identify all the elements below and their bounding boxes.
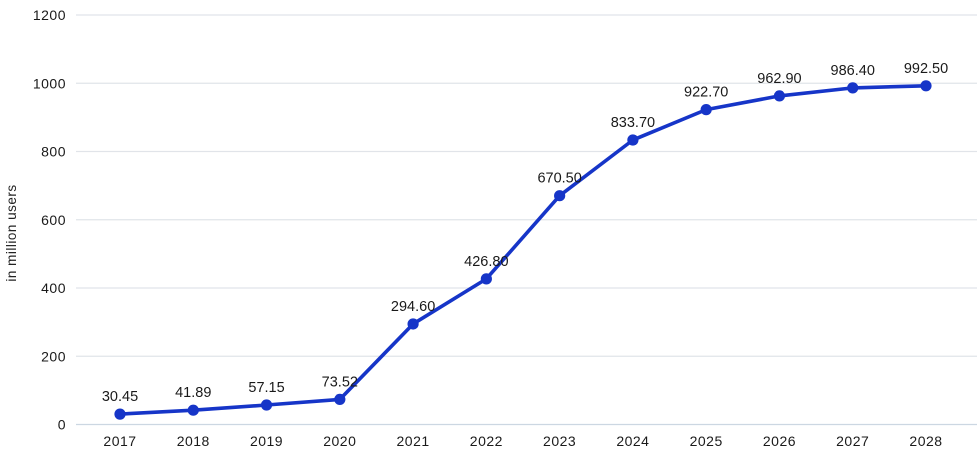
value-label: 986.40	[831, 63, 875, 79]
value-label: 992.50	[904, 61, 948, 77]
x-tick-label: 2027	[836, 433, 869, 449]
data-point	[700, 104, 712, 116]
grid-lines	[76, 14, 977, 426]
x-tick-label: 2018	[177, 433, 210, 449]
value-label: 922.70	[684, 85, 728, 101]
value-label: 30.45	[102, 389, 138, 405]
x-tick-label: 2017	[103, 433, 136, 449]
y-tick-label: 600	[41, 212, 66, 228]
series-line	[118, 84, 928, 416]
y-tick-label: 800	[41, 144, 66, 160]
x-tick-label: 2021	[397, 433, 430, 449]
value-label: 962.90	[757, 71, 801, 87]
data-point	[847, 82, 859, 94]
y-tick-label: 200	[41, 348, 66, 364]
y-tick-label: 1200	[33, 7, 66, 23]
y-tick-label: 400	[41, 280, 66, 296]
data-point	[920, 80, 932, 92]
x-tick-label: 2025	[690, 433, 723, 449]
y-tick-label: 1000	[33, 75, 66, 91]
x-tick-label: 2020	[323, 433, 356, 449]
x-tick-label: 2023	[543, 433, 576, 449]
data-point	[627, 134, 639, 146]
value-label: 294.60	[391, 299, 435, 315]
y-tick-label: 0	[58, 417, 66, 433]
x-tick-label: 2028	[909, 433, 942, 449]
value-label: 41.89	[175, 385, 211, 401]
data-point	[334, 393, 346, 406]
data-point	[407, 318, 419, 330]
value-label: 73.52	[322, 374, 358, 390]
value-labels: 30.45 41.89 57.15 73.52 294.60 426.80 670.50 83…	[102, 61, 948, 405]
data-point	[480, 273, 492, 285]
x-tick-label: 2022	[470, 433, 503, 449]
data-point	[773, 90, 786, 102]
value-label: 57.15	[248, 380, 284, 396]
value-label: 426.80	[464, 254, 508, 270]
data-point	[187, 404, 199, 416]
x-tick-label: 2024	[616, 433, 649, 449]
value-label: 833.70	[611, 115, 655, 131]
y-axis-tick-labels: 0 200 400 600 800 1000 1200	[33, 7, 66, 433]
data-point	[260, 399, 273, 411]
x-tick-label: 2019	[250, 433, 283, 449]
y-axis-title: in million users	[4, 184, 19, 281]
data-point	[114, 408, 126, 420]
data-point	[554, 190, 566, 202]
value-label: 670.50	[537, 171, 581, 187]
data-point-markers	[114, 80, 932, 420]
line-series	[118, 84, 928, 416]
x-axis-tick-labels: 2017 2018 2019 2020 2021 2022 2023 2024 2025 2026…	[103, 433, 942, 449]
x-tick-label: 2026	[763, 433, 796, 449]
